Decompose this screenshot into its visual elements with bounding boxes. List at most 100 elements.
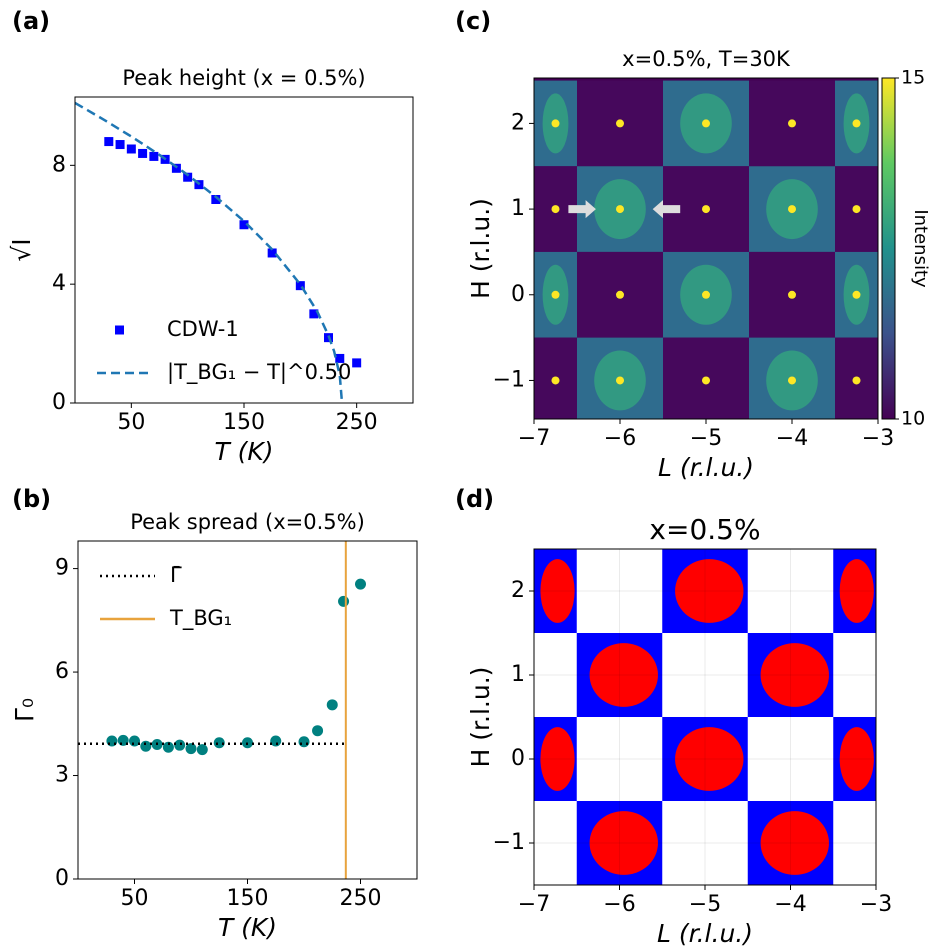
peak bbox=[552, 205, 560, 213]
legend-label: T_BG₁ bbox=[169, 606, 232, 631]
peak bbox=[616, 291, 624, 299]
point bbox=[312, 725, 323, 736]
panel-label: (c) bbox=[455, 7, 491, 35]
y-tick-label: 4 bbox=[52, 271, 66, 296]
x-tick-label: 150 bbox=[227, 886, 269, 911]
x-tick-label: −5 bbox=[689, 892, 721, 917]
panel: (b) Peak spread (x=0.5%) T (K) Γ₀ 50 150 250 0 3… bbox=[10, 485, 417, 942]
image bbox=[534, 78, 878, 423]
x-tick-label: 150 bbox=[223, 410, 265, 435]
x-axis-label: T (K) bbox=[218, 913, 277, 942]
peak bbox=[788, 205, 796, 213]
y-axis-label: √I bbox=[7, 238, 36, 261]
x-tick-label: −6 bbox=[603, 892, 635, 917]
figure: (a)Peak height (x = 0.5%)T (K)√I50150250… bbox=[0, 0, 930, 948]
panel-label: (a) bbox=[12, 7, 50, 35]
peak bbox=[616, 119, 624, 127]
colorbar-tick-label: 10 bbox=[901, 408, 925, 430]
peak bbox=[552, 291, 560, 299]
colorbar-label: Intensity bbox=[910, 209, 930, 288]
peak bbox=[853, 291, 861, 299]
point bbox=[299, 736, 310, 747]
peak bbox=[616, 376, 624, 384]
x-tick-label: −7 bbox=[518, 426, 550, 451]
legend-marker bbox=[115, 326, 124, 335]
axes-frame bbox=[78, 541, 417, 879]
chart-title: x=0.5% bbox=[649, 513, 760, 546]
point bbox=[140, 741, 151, 752]
x-tick-label: −7 bbox=[518, 892, 550, 917]
peak bbox=[552, 376, 560, 384]
chart-title: Peak height (x = 0.5%) bbox=[122, 66, 365, 90]
x-axis-label: T (K) bbox=[214, 437, 273, 466]
y-tick-label: 1 bbox=[511, 662, 525, 687]
y-tick-label: 0 bbox=[511, 746, 525, 771]
y-tick-label: 9 bbox=[55, 556, 69, 581]
colorbar bbox=[882, 78, 895, 419]
y-tick-label: 2 bbox=[511, 578, 525, 603]
peak bbox=[788, 376, 796, 384]
x-tick-label: −6 bbox=[604, 426, 636, 451]
y-tick-label: 3 bbox=[55, 763, 69, 788]
panel-label: (b) bbox=[12, 485, 51, 513]
point bbox=[174, 740, 185, 751]
y-tick-label: 0 bbox=[55, 866, 69, 891]
x-tick-label: 50 bbox=[117, 410, 145, 435]
x-axis-label: L (r.l.u.) bbox=[657, 919, 753, 948]
peak bbox=[702, 205, 710, 213]
y-tick-label: 0 bbox=[52, 390, 66, 415]
y-tick-label: 8 bbox=[52, 152, 66, 177]
axes-frame bbox=[75, 97, 413, 403]
point bbox=[127, 144, 136, 153]
panel: (d) x=0.5% L (r.l.u.) H (r.l.u.) −7 −6 −5 −4 −3 −… bbox=[455, 485, 892, 948]
y-tick-label: 6 bbox=[55, 659, 69, 684]
x-tick-label: 250 bbox=[340, 886, 382, 911]
y-axis-label: Γ₀ bbox=[10, 698, 39, 722]
x-tick-label: −3 bbox=[862, 426, 894, 451]
line bbox=[75, 103, 342, 403]
x-tick-label: −4 bbox=[774, 892, 806, 917]
panel-label: (d) bbox=[455, 485, 494, 513]
x-axis-label: L (r.l.u.) bbox=[658, 453, 754, 482]
chart-title: x=0.5%, T=30K bbox=[622, 47, 791, 71]
point bbox=[327, 699, 338, 710]
legend-label: Γ̄ bbox=[170, 563, 182, 587]
peak bbox=[853, 205, 861, 213]
x-tick-label: −4 bbox=[776, 426, 808, 451]
plot-area bbox=[78, 541, 366, 879]
y-tick-label: 1 bbox=[511, 196, 525, 221]
peak bbox=[702, 291, 710, 299]
y-tick-label: 2 bbox=[511, 110, 525, 135]
peak bbox=[702, 119, 710, 127]
peak bbox=[853, 119, 861, 127]
panel: (a) Peak height (x = 0.5%) T (K) √I 50 150 250… bbox=[7, 7, 413, 466]
y-axis-label: H (r.l.u.) bbox=[466, 667, 495, 768]
y-tick-label: −1 bbox=[493, 830, 525, 855]
point bbox=[138, 149, 147, 158]
chart-title: Peak spread (x=0.5%) bbox=[130, 510, 365, 534]
point bbox=[355, 579, 366, 590]
peak bbox=[788, 291, 796, 299]
point bbox=[338, 596, 349, 607]
peak bbox=[552, 119, 560, 127]
point bbox=[197, 744, 208, 755]
x-tick-label: 50 bbox=[121, 886, 149, 911]
peak bbox=[616, 205, 624, 213]
colorbar-tick-label: 15 bbox=[901, 67, 925, 89]
y-axis-label: H (r.l.u.) bbox=[466, 198, 495, 299]
y-tick-label: −1 bbox=[493, 367, 525, 392]
legend-label: CDW-1 bbox=[167, 317, 239, 341]
x-tick-label: −3 bbox=[860, 892, 892, 917]
point bbox=[149, 152, 158, 161]
point bbox=[116, 140, 125, 149]
point bbox=[352, 358, 361, 367]
plot-area bbox=[75, 103, 361, 403]
point bbox=[104, 137, 113, 146]
x-tick-label: −5 bbox=[690, 426, 722, 451]
peak bbox=[853, 376, 861, 384]
x-tick-label: 250 bbox=[336, 410, 378, 435]
y-tick-label: 0 bbox=[511, 282, 525, 307]
peak bbox=[788, 119, 796, 127]
peak bbox=[702, 376, 710, 384]
